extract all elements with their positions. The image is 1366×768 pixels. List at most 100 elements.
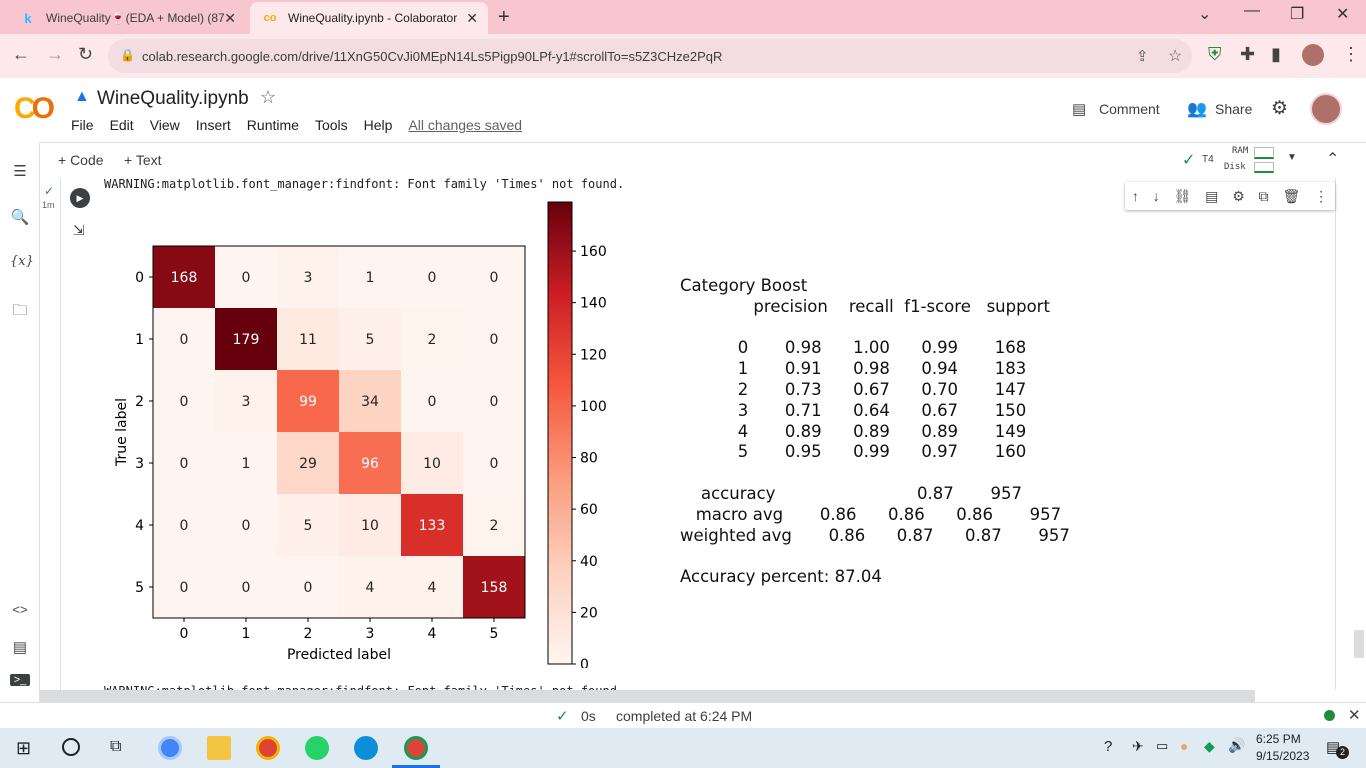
- horizontal-scrollbar[interactable]: [40, 690, 1255, 702]
- extensions-icon[interactable]: ✚: [1240, 44, 1256, 64]
- completed-status[interactable]: completed at 6:24 PM: [616, 708, 753, 724]
- search-icon[interactable]: [62, 738, 80, 756]
- edge-icon[interactable]: [354, 736, 378, 760]
- omnibox[interactable]: 🔒 colab.research.google.com/drive/11XnG5…: [108, 39, 1192, 73]
- forward-icon[interactable]: →: [46, 44, 64, 64]
- y-tick-label: 5: [135, 580, 144, 596]
- clock-date[interactable]: 9/15/2023: [1256, 749, 1310, 763]
- move-down-icon[interactable]: ↓: [1152, 188, 1160, 204]
- heatmap-cell: [277, 432, 340, 495]
- run-cell-button[interactable]: ▶: [70, 188, 90, 208]
- ram-label: RAM: [1232, 146, 1249, 156]
- share-button[interactable]: Share: [1215, 101, 1253, 117]
- menu-help[interactable]: Help: [363, 117, 393, 133]
- command-palette-icon[interactable]: ▤: [12, 639, 28, 656]
- menu-tools[interactable]: Tools: [314, 117, 348, 133]
- notebook-toolbar: + Code + Text ✓ T4 RAM Disk ▼ ⌃: [0, 142, 1366, 178]
- volume-icon[interactable]: 🔊: [1228, 737, 1246, 753]
- browser-tab-kaggle[interactable]: k WineQuality🍷(EDA + Model) (87 ✕: [8, 2, 246, 34]
- notebook-content: ✓ 1m ▶ ⇲ WARNING:matplotlib.font_manager…: [40, 178, 1358, 690]
- task-view-icon[interactable]: ⧉: [110, 738, 122, 755]
- colab-logo[interactable]: CO: [14, 92, 55, 125]
- whatsapp-icon[interactable]: [305, 736, 329, 760]
- shield-icon[interactable]: ⛨: [1208, 44, 1222, 64]
- mirror-cell-icon[interactable]: ⧉: [1258, 187, 1269, 204]
- heatmap-cell: [153, 556, 216, 619]
- output-menu-icon[interactable]: ⇲: [73, 222, 85, 238]
- gear-icon[interactable]: ⚙: [1271, 98, 1289, 119]
- battery-icon[interactable]: ▭: [1156, 738, 1169, 753]
- more-vert-icon[interactable]: ⋮: [1342, 44, 1360, 64]
- file-explorer-icon[interactable]: [207, 736, 231, 760]
- heatmap-cell: [215, 432, 278, 495]
- back-icon[interactable]: ←: [12, 44, 30, 64]
- resources-dropdown-icon[interactable]: ▼: [1287, 152, 1297, 163]
- disk-label: Disk: [1224, 162, 1246, 172]
- chrome-profile-icon[interactable]: [256, 736, 280, 760]
- restore-icon[interactable]: ❐: [1290, 6, 1305, 23]
- cell-value-label: 4: [366, 580, 375, 596]
- windows-start-icon[interactable]: ⊞: [16, 738, 32, 758]
- vertical-scrollbar[interactable]: [1354, 630, 1364, 658]
- collapse-header-icon[interactable]: ⌃: [1326, 151, 1340, 168]
- move-up-icon[interactable]: ↑: [1131, 188, 1139, 204]
- clock-time[interactable]: 6:25 PM: [1256, 732, 1301, 746]
- reload-icon[interactable]: ↻: [78, 44, 94, 64]
- disk-meter[interactable]: [1254, 162, 1274, 173]
- chrome-active-icon[interactable]: [404, 736, 428, 760]
- new-tab-icon[interactable]: +: [498, 6, 510, 28]
- add-code-button[interactable]: + Code: [58, 152, 104, 168]
- cell-value-label: 133: [419, 518, 446, 534]
- heatmap-cell: [339, 308, 402, 371]
- ram-meter[interactable]: [1254, 147, 1274, 159]
- plane-icon[interactable]: ✈: [1132, 738, 1144, 754]
- side-panel-icon[interactable]: ▮: [1271, 44, 1281, 64]
- cell-settings-icon[interactable]: ⚙: [1232, 187, 1245, 204]
- minimize-icon[interactable]: —: [1244, 2, 1260, 19]
- menu-runtime[interactable]: Runtime: [246, 117, 299, 133]
- chevron-down-icon[interactable]: ⌄: [1198, 6, 1212, 23]
- user-avatar[interactable]: [1310, 93, 1342, 125]
- add-text-button[interactable]: + Text: [124, 152, 162, 168]
- close-status-icon[interactable]: ✕: [1348, 707, 1361, 724]
- runtime-type[interactable]: T4: [1202, 154, 1214, 165]
- cell-value-label: 0: [490, 394, 499, 410]
- menu-insert[interactable]: Insert: [195, 117, 231, 133]
- cell-value-label: 0: [180, 332, 189, 348]
- menu-view[interactable]: View: [149, 117, 180, 133]
- close-icon[interactable]: ✕: [466, 9, 478, 26]
- close-icon[interactable]: ✕: [224, 9, 236, 26]
- address-bar-row: ← → ↻ 🔒 colab.research.google.com/drive/…: [0, 34, 1366, 78]
- code-snippets-icon[interactable]: <>: [12, 602, 28, 617]
- avatar[interactable]: [1302, 44, 1324, 66]
- save-status-link[interactable]: All changes saved: [408, 117, 523, 133]
- search-icon[interactable]: 🔍: [10, 209, 30, 226]
- comment-cell-icon[interactable]: ▤: [1205, 187, 1219, 204]
- comment-button[interactable]: Comment: [1099, 101, 1160, 117]
- url-text[interactable]: colab.research.google.com/drive/11XnG50C…: [142, 49, 723, 64]
- toc-icon[interactable]: ☰: [13, 163, 27, 180]
- app-tray-icon[interactable]: ●: [1180, 738, 1189, 754]
- share-page-icon[interactable]: ⇪: [1136, 48, 1149, 65]
- help-icon[interactable]: ?: [1104, 738, 1113, 755]
- star-icon[interactable]: ☆: [260, 87, 277, 107]
- cell-value-label: 179: [233, 332, 260, 348]
- elapsed-time[interactable]: 0s: [581, 708, 596, 724]
- variables-icon[interactable]: {x}: [10, 254, 34, 269]
- folder-icon[interactable]: 🗀: [12, 302, 28, 319]
- chrome-app-icon[interactable]: [158, 736, 182, 760]
- check-icon: ✓: [556, 708, 569, 725]
- link-icon[interactable]: ⛓: [1173, 187, 1192, 204]
- menu-file[interactable]: File: [71, 117, 94, 133]
- colorbar-tick-label: 0: [580, 657, 589, 668]
- bookmark-star-icon[interactable]: ☆: [1168, 48, 1183, 65]
- delete-icon[interactable]: 🗑: [1282, 187, 1301, 204]
- terminal-icon[interactable]: >_: [10, 674, 30, 686]
- menu-edit[interactable]: Edit: [109, 117, 134, 133]
- close-window-icon[interactable]: ✕: [1336, 6, 1350, 23]
- browser-tab-colab[interactable]: co WineQuality.ipynb - Colaborator ✕: [250, 2, 488, 34]
- check-icon: ✓: [1182, 152, 1196, 169]
- tray-app-icon[interactable]: ◆: [1204, 738, 1215, 754]
- more-vert-icon[interactable]: ⋮: [1314, 187, 1329, 204]
- notebook-title[interactable]: WineQuality.ipynb: [97, 88, 249, 109]
